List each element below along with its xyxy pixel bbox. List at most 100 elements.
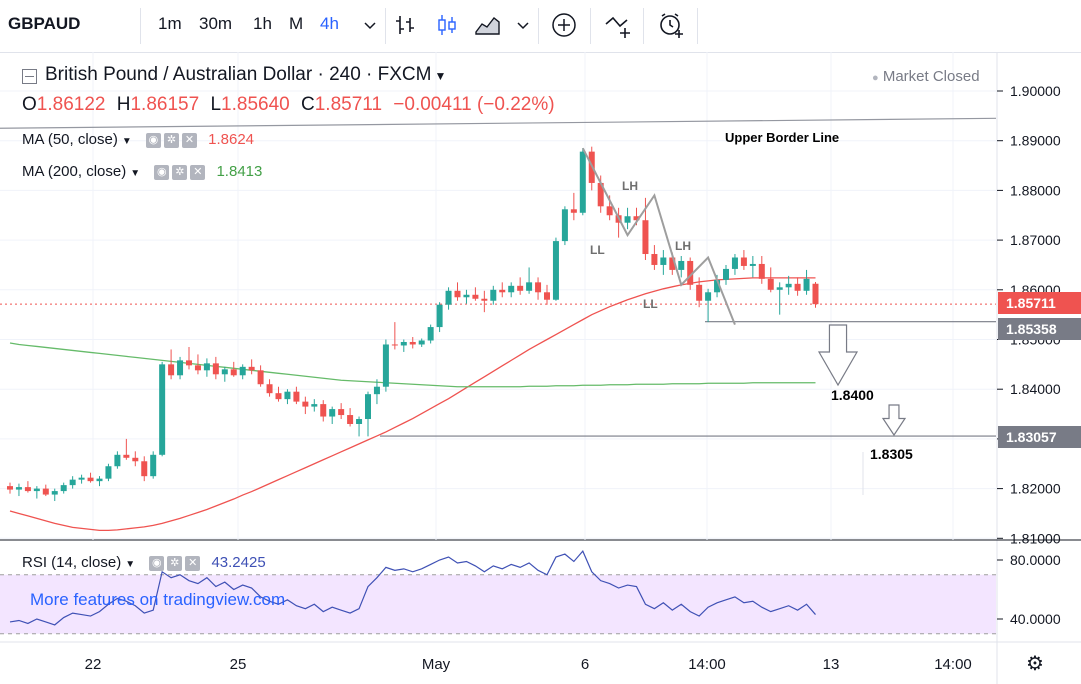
chevron-down-icon[interactable]: ▼ — [130, 168, 141, 179]
candle-body — [400, 341, 407, 346]
candle-body — [230, 369, 237, 376]
tradingview-watermark[interactable]: More features on tradingview.com — [30, 590, 286, 609]
candle-body — [194, 365, 201, 371]
upper-border-line — [0, 117, 997, 129]
high-value: 1.86157 — [130, 94, 200, 115]
low-value: 1.85640 — [221, 94, 290, 115]
candle — [508, 282, 515, 298]
close-icon[interactable]: ✕ — [190, 165, 206, 181]
candle-body — [212, 363, 219, 375]
candle-body — [472, 294, 479, 299]
candle-body — [302, 401, 309, 407]
candle — [785, 275, 792, 295]
candle — [758, 256, 765, 284]
candle — [373, 379, 380, 405]
interval-4h-button[interactable]: 4h — [320, 14, 339, 33]
candle — [526, 267, 533, 294]
candle — [203, 358, 210, 377]
candle-body — [78, 477, 85, 480]
candle — [150, 451, 157, 479]
target1-label: 1.8400 — [831, 387, 874, 403]
open-value: 1.86122 — [36, 94, 106, 115]
candle-body — [168, 364, 175, 376]
candle — [239, 364, 246, 380]
gear-icon[interactable]: ✲ — [167, 556, 183, 572]
candle-body — [445, 290, 452, 305]
interval-1m-button[interactable]: 1m — [158, 14, 182, 33]
candle — [651, 245, 658, 270]
candle — [803, 269, 810, 295]
chevron-down-icon[interactable]: ▼ — [434, 69, 447, 83]
candle-body — [7, 486, 13, 490]
gear-icon[interactable]: ⚙ — [1026, 653, 1044, 675]
candle — [382, 339, 389, 392]
candle — [329, 406, 336, 424]
support1-price-tag: 1.85358 — [998, 318, 1081, 340]
bar-style-icon[interactable] — [390, 10, 420, 40]
alert-icon[interactable] — [656, 10, 686, 40]
candle-body — [338, 409, 345, 416]
interval-month-button[interactable]: M — [289, 14, 304, 33]
swing-label: LH — [675, 239, 691, 253]
candle-body — [24, 487, 31, 492]
chevron-down-icon[interactable] — [355, 10, 385, 40]
candle-body — [705, 292, 712, 301]
candle-body — [409, 341, 416, 345]
eye-icon[interactable]: ◉ — [145, 133, 161, 149]
candle-body — [257, 370, 264, 385]
candle — [445, 287, 452, 310]
eye-icon[interactable]: ◉ — [154, 165, 170, 181]
close-icon[interactable]: ✕ — [181, 133, 197, 149]
chevron-down-icon[interactable] — [508, 10, 538, 40]
candle — [221, 366, 228, 382]
candle — [338, 403, 345, 420]
candle — [561, 206, 568, 246]
candle-body — [150, 454, 157, 477]
chevron-down-icon[interactable]: ▼ — [125, 559, 136, 570]
candle — [499, 282, 506, 298]
symbol-search[interactable]: GBPAUD — [8, 14, 81, 33]
ma50-legend[interactable]: MA (50, close) ▼ ◉ ✲ ✕ 1.8624 — [22, 131, 254, 149]
candle-body — [391, 344, 398, 346]
candle-body — [731, 257, 738, 269]
candle-body — [15, 487, 22, 490]
rsi-value: 43.2425 — [211, 554, 266, 571]
candle — [284, 389, 291, 405]
candle — [96, 476, 103, 487]
candle-body — [749, 263, 756, 266]
interval-30m-button[interactable]: 30m — [199, 14, 233, 33]
candle-body — [508, 285, 515, 293]
candle-body — [526, 282, 533, 291]
collapse-legend-icon[interactable] — [22, 68, 37, 84]
candle-body — [105, 466, 112, 479]
area-style-icon[interactable] — [472, 10, 502, 40]
close-icon[interactable]: ✕ — [185, 556, 201, 572]
candle-body — [239, 366, 246, 376]
candle — [302, 396, 309, 415]
ma200-legend[interactable]: MA (200, close) ▼ ◉ ✲ ✕ 1.8413 — [22, 163, 262, 181]
eye-icon[interactable]: ◉ — [149, 556, 165, 572]
gear-icon[interactable]: ✲ — [163, 133, 179, 149]
compare-icon[interactable] — [603, 10, 633, 40]
open-label: O — [22, 94, 37, 115]
y-tick-label: 1.90000 — [1010, 83, 1061, 99]
candle — [579, 148, 586, 216]
candle-body — [597, 182, 604, 207]
candle — [624, 207, 631, 230]
chevron-down-icon[interactable]: ▼ — [121, 136, 132, 147]
x-tick-label: 13 — [823, 656, 840, 673]
candle-body — [579, 151, 586, 213]
candle-body — [696, 284, 703, 301]
ma50-line — [9, 277, 816, 531]
candle — [168, 349, 175, 380]
add-indicator-icon[interactable] — [549, 10, 579, 40]
rsi-legend[interactable]: RSI (14, close) ▼ ◉ ✲ ✕ 43.2425 — [22, 554, 266, 572]
interval-1h-button[interactable]: 1h — [253, 14, 272, 33]
candle-style-icon[interactable] — [432, 10, 462, 40]
last-price-tag: 1.85711 — [998, 292, 1081, 314]
candle-body — [803, 278, 810, 291]
candle — [481, 290, 488, 313]
candle — [51, 488, 58, 502]
gear-icon[interactable]: ✲ — [172, 165, 188, 181]
candle-body — [678, 260, 685, 270]
